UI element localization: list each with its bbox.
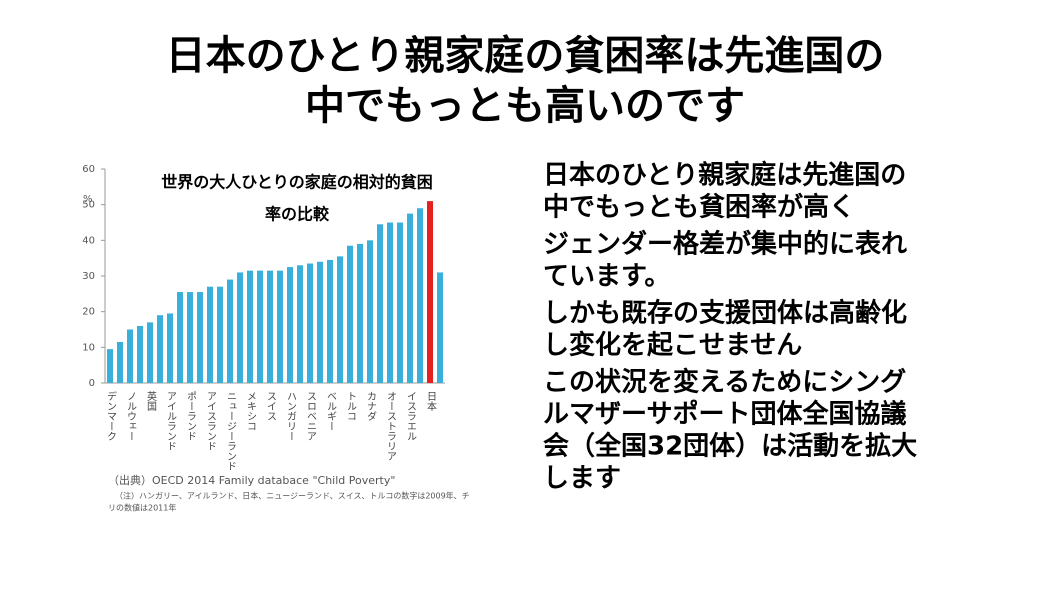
slide-title: 日本のひとり親家庭の貧困率は先進国の: [166, 33, 885, 79]
x-tick-label: ベルギー: [325, 391, 337, 431]
bar: [287, 267, 293, 383]
source: （出典）OECD 2014 Family databace "Child Pov…: [108, 473, 395, 487]
bar: [347, 245, 353, 383]
bar: [417, 208, 423, 383]
x-tick-label: ニュージーランド: [225, 391, 236, 471]
bar: [157, 315, 163, 383]
bar: [257, 270, 263, 383]
y-tick-label: 10: [82, 342, 95, 353]
y-tick-label: 40: [82, 235, 95, 246]
x-tick-label: 日本: [425, 391, 437, 412]
slide-title: 中でもっとも高いのです: [305, 83, 745, 129]
bar: [387, 222, 393, 383]
bullet-text: ています。: [543, 262, 670, 292]
bullet-text: 中でもっとも貧困率が高く: [543, 192, 855, 223]
bar: [407, 213, 413, 383]
x-tick-label: デンマーク: [105, 390, 117, 441]
bar: [127, 329, 133, 383]
bar: [107, 349, 113, 383]
y-tick-label: 0: [89, 378, 95, 389]
x-tick-label: スイス: [265, 391, 277, 421]
bar: [367, 240, 373, 383]
y-unit: %: [83, 194, 93, 205]
note: （注）ハンガリー、アイルランド、日本、ニュージーランド、スイス、トルコの数字は2…: [115, 491, 470, 501]
bar: [317, 261, 323, 383]
bar: [357, 243, 363, 383]
bar: [117, 341, 123, 383]
bullet-text: ルマザーサポート団体全国協議: [543, 399, 906, 430]
x-tick-label: アイスランド: [205, 391, 217, 451]
x-tick-label: ポーランド: [185, 391, 197, 441]
bar: [237, 272, 243, 383]
bar: [327, 259, 333, 383]
bar: [397, 222, 403, 383]
x-tick-label: 英国: [145, 390, 157, 412]
x-tick-label: トルコ: [345, 391, 357, 421]
bar: [167, 313, 173, 383]
bar: [137, 325, 143, 383]
x-tick-label: アイルランド: [165, 391, 177, 451]
x-tick-label: カナダ: [365, 391, 377, 421]
x-tick-label: イスラエル: [405, 391, 417, 441]
bar: [227, 279, 233, 383]
bar: [297, 265, 303, 383]
bar: [427, 201, 433, 383]
y-tick-label: 60: [82, 164, 95, 175]
bullet-text: しかも既存の支援団体は高齢化: [543, 298, 907, 329]
bullet-text: この状況を変えるためにシング: [543, 367, 906, 398]
y-tick-label: 30: [82, 271, 95, 282]
x-tick-label: ハンガリー: [285, 391, 297, 441]
chart-title: 率の比較: [265, 205, 330, 224]
x-tick-label: オーストラリア: [385, 391, 396, 461]
bar: [247, 270, 253, 383]
bar: [437, 272, 443, 383]
bullet-text: 日本のひとり親家庭は先進国の: [543, 160, 906, 191]
bar: [147, 322, 153, 383]
x-tick-label: ノルウェー: [125, 391, 137, 441]
note: リの数値は2011年: [108, 503, 176, 513]
bar: [307, 263, 313, 383]
bullet-text: ジェンダー格差が集中的に表れ: [543, 229, 907, 260]
bar: [217, 286, 223, 383]
y-tick-label: 20: [82, 307, 95, 318]
x-tick-label: メキシコ: [245, 391, 256, 431]
bar: [177, 292, 183, 383]
y-tick-label: 50: [82, 200, 95, 211]
bar: [337, 256, 343, 383]
bullet-text: 会（全国32団体）は活動を拡大: [543, 431, 917, 462]
bar: [267, 270, 273, 383]
bar: [187, 292, 193, 383]
bar: [197, 292, 203, 383]
x-tick-label: スロベニア: [305, 391, 317, 441]
bar: [377, 224, 383, 383]
chart-title: 世界の大人ひとりの家庭の相対的貧困: [161, 173, 433, 192]
bar: [277, 270, 283, 383]
bar: [207, 286, 213, 383]
bullet-text: します: [543, 464, 621, 494]
bullet-text: し変化を起こせません: [543, 330, 802, 361]
